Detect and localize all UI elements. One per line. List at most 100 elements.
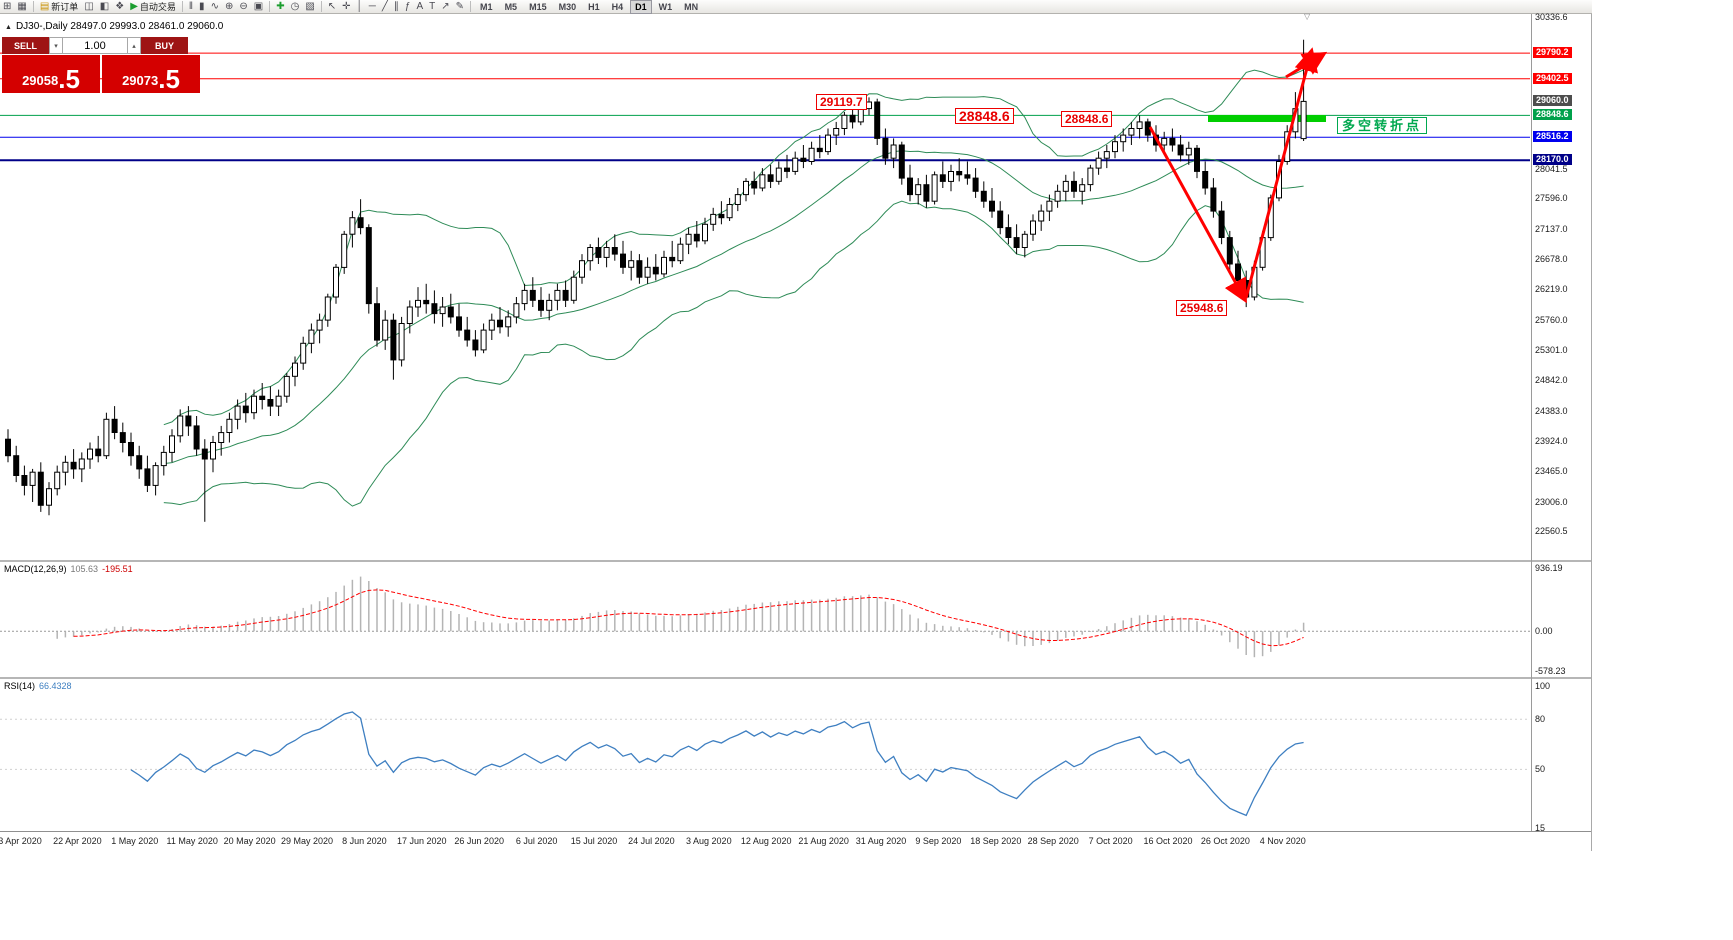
date-label: 22 Apr 2020: [53, 836, 102, 846]
toolbar-periods-button[interactable]: ◷: [289, 0, 302, 13]
toolbar-separator: [470, 1, 472, 12]
price-tag-25948.6[interactable]: 25948.6: [1176, 300, 1228, 316]
date-label: 26 Jun 2020: [454, 836, 504, 846]
toolbar-cursor-button[interactable]: ↖: [326, 0, 338, 13]
timeframe-w1-button[interactable]: W1: [658, 1, 673, 12]
collapse-trade-panel-icon[interactable]: ▲: [5, 24, 12, 31]
date-label: 6 Jul 2020: [515, 836, 558, 846]
buy-price-main: 29073: [122, 73, 159, 88]
toolbar-arrows-tool-button[interactable]: ↗: [439, 0, 451, 13]
toolbar-tile-windows-button[interactable]: ▣: [252, 0, 265, 13]
toolbar-channel-button[interactable]: ∥: [392, 0, 401, 13]
macd-histogram: [56, 576, 1305, 658]
timeframe-h4-button[interactable]: H4: [611, 1, 624, 12]
toolbar-text-button[interactable]: A: [414, 0, 425, 13]
price-axis-label-30336.6: 30336.6: [1535, 12, 1568, 22]
trend-arrow[interactable]: [1285, 51, 1328, 79]
price-tag-28848.6[interactable]: 28848.6: [1061, 111, 1113, 127]
volume-increase-button[interactable]: ▴: [127, 37, 141, 54]
sell-button[interactable]: SELL: [2, 37, 49, 54]
toolbar-zoom-in-button[interactable]: ⊕: [223, 0, 235, 13]
buy-price-button[interactable]: 29073.5: [102, 55, 200, 93]
timeframe-m1-button[interactable]: M1: [480, 1, 493, 12]
rsi-axis-label-100: 100: [1535, 680, 1551, 691]
main-chart-panel: ▲ DJ30-,Daily 28497.0 29993.0 28461.0 290…: [0, 12, 1591, 560]
price-axis-label-25301.0: 25301.0: [1535, 344, 1568, 355]
timeframe-h1-button[interactable]: H1: [588, 1, 600, 12]
trend-arrow[interactable]: [1244, 47, 1318, 299]
trend-arrow[interactable]: [1148, 126, 1247, 304]
vertical-line-icon: │: [356, 1, 363, 12]
toolbar-separator: [181, 1, 183, 12]
one-click-trade-panel: SELL ▾ ▴ BUY 29058.5 29073.5: [2, 37, 200, 93]
rsi-panel: RSI(14) 66.4328 100 80 50 15: [0, 677, 1591, 833]
symbol-ohlc-line: DJ30-,Daily 28497.0 29993.0 28461.0 2906…: [15, 21, 224, 32]
timeframe-mn-button[interactable]: MN: [684, 1, 699, 12]
rsi-line: [130, 711, 1304, 817]
toolbar: ⊞ ▦ ▤ 新订单 ◫ ◧ ❖ ▶ 自动交易 ‖ ▮ ∿ ⊕ ⊖ ▣ ✚ ◷ ▧ ↖ ✛ │ ─ ╱ ∥ ƒ A T ↗ ✎ M1 M5 M1…: [0, 0, 1592, 14]
timeframe-m15-button[interactable]: M15: [529, 1, 547, 12]
price-axis-label-26219.0: 26219.0: [1535, 284, 1568, 295]
toolbar-navigator-button[interactable]: ❖: [113, 0, 126, 13]
navigator-icon: ❖: [115, 1, 125, 12]
toolbar-vertical-line-button[interactable]: │: [355, 0, 365, 13]
toolbar-line-chart-button[interactable]: ∿: [209, 0, 221, 13]
date-label: 8 Jun 2020: [342, 836, 387, 846]
macd-signal-value: -195.51: [102, 564, 133, 574]
date-label: 26 Oct 2020: [1200, 836, 1250, 846]
price-axis-tag-28516.2[interactable]: 28516.2: [1533, 131, 1572, 143]
date-label: 11 May 2020: [166, 836, 218, 846]
toolbar-crosshair-button[interactable]: ✛: [340, 0, 352, 13]
toolbar-trendline-button[interactable]: ╱: [380, 0, 390, 13]
price-axis-tag-28848.6[interactable]: 28848.6: [1533, 109, 1572, 121]
date-label: 21 Aug 2020: [798, 836, 849, 846]
price-axis-tag-29402.5[interactable]: 29402.5: [1533, 72, 1572, 84]
price-tag-29119.7[interactable]: 29119.7: [816, 94, 867, 110]
toolbar-templates-button[interactable]: ▧: [303, 0, 316, 13]
toolbar-data-window-button[interactable]: ◧: [98, 0, 111, 13]
buy-button[interactable]: BUY: [141, 37, 188, 54]
toolbar-market-watch-button[interactable]: ◫: [82, 0, 95, 13]
price-axis-tag-29790.2[interactable]: 29790.2: [1533, 47, 1572, 59]
price-axis-tag-29060.0[interactable]: 29060.0: [1533, 95, 1572, 107]
toolbar-autotrading-button[interactable]: ▶ 自动交易: [128, 0, 178, 13]
date-label: 4 Nov 2020: [1259, 836, 1306, 846]
timeframe-m5-button[interactable]: M5: [504, 1, 518, 12]
timeframe-m30-button[interactable]: M30: [558, 1, 577, 12]
timeframe-d1-button[interactable]: D1: [630, 0, 652, 14]
resistance-zone-highlight[interactable]: [1208, 115, 1326, 122]
toolbar-new-chart-button[interactable]: ⊞: [1, 0, 13, 13]
rsi-axis-label-50: 50: [1535, 764, 1546, 775]
turning-point-label[interactable]: 多空转折点: [1337, 117, 1428, 134]
volume-decrease-button[interactable]: ▾: [49, 37, 63, 54]
toolbar-new-order-button[interactable]: ▤ 新订单: [38, 0, 80, 13]
chart-shift-marker[interactable]: ▽: [1304, 12, 1311, 21]
toolbar-horizontal-line-button[interactable]: ─: [367, 0, 378, 13]
toolbar-fibonacci-button[interactable]: ƒ: [403, 0, 413, 13]
toolbar-draw-button[interactable]: ✎: [454, 0, 466, 13]
horizontal-line-icon: ─: [368, 1, 376, 12]
rsi-axis-label-15: 15: [1535, 823, 1546, 833]
arrows-tool-icon: ↗: [441, 1, 450, 12]
toolbar-profiles-button[interactable]: ▦: [15, 0, 28, 13]
date-label: 7 Oct 2020: [1088, 836, 1133, 846]
toolbar-candlestick-chart-button[interactable]: ▮: [197, 0, 207, 13]
candles: [5, 39, 1307, 522]
toolbar-bar-chart-button[interactable]: ‖: [187, 0, 195, 13]
price-axis-label-23465.0: 23465.0: [1535, 466, 1568, 477]
price-tag-28848.6[interactable]: 28848.6: [955, 108, 1014, 124]
toolbar-text-label-button[interactable]: T: [427, 0, 437, 13]
price-axis-label-24842.0: 24842.0: [1535, 375, 1568, 386]
price-axis-label-23006.0: 23006.0: [1535, 496, 1568, 507]
price-axis: 30336.6 28041.5 27596.0 27137.0 26678.0 26219…: [1533, 12, 1591, 560]
toolbar-indicators-button[interactable]: ✚: [274, 0, 286, 13]
toolbar-zoom-out-button[interactable]: ⊖: [237, 0, 249, 13]
macd-title: MACD(12,26,9): [4, 564, 67, 574]
price-axis-label-25760.0: 25760.0: [1535, 314, 1568, 325]
profiles-icon: ▦: [17, 1, 27, 12]
sell-price-button[interactable]: 29058.5: [2, 55, 100, 93]
rsi-axis: 100 80 50 15: [1533, 679, 1591, 833]
volume-input[interactable]: [63, 37, 127, 54]
price-axis-tag-28170.0[interactable]: 28170.0: [1533, 154, 1572, 166]
rsi-header: RSI(14) 66.4328: [4, 681, 72, 691]
